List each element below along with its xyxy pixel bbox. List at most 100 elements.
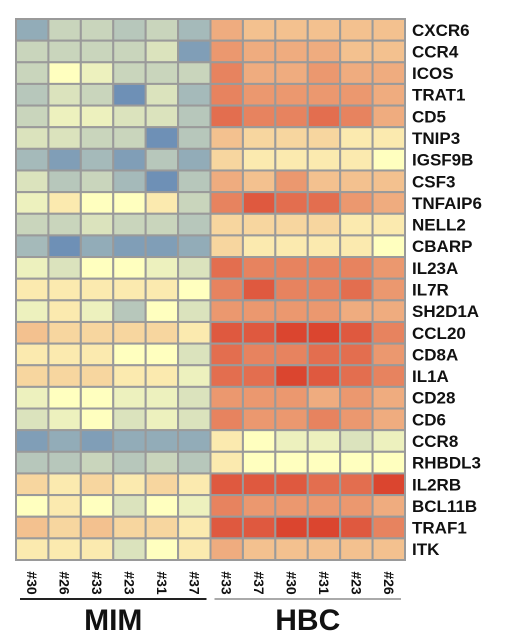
heatmap-cell-tnip3-4 [144, 126, 180, 150]
heatmap-cell-tnip3-7 [241, 126, 277, 150]
heatmap-cell-rhbdl3-1 [47, 450, 82, 475]
heatmap-cell-nell2-10 [339, 212, 374, 237]
heatmap-cell-nell2-1 [47, 212, 82, 237]
heatmap-cell-cd8a-6 [209, 342, 244, 367]
heatmap-cell-ccr8-8 [274, 429, 309, 453]
heatmap-cell-il2rb-7 [241, 472, 277, 497]
heatmap-cell-igsf9b-0 [15, 147, 50, 172]
row-label-cbarp: CBARP [412, 237, 472, 256]
heatmap-cell-il2rb-10 [339, 472, 374, 497]
heatmap-cell-ccl20-8 [274, 320, 309, 345]
heatmap-cell-tnfaip6-0 [15, 191, 50, 215]
heatmap-cell-il1a-7 [241, 364, 277, 388]
heatmap-cell-ccl20-2 [79, 320, 115, 345]
heatmap-cell-csf3-8 [274, 169, 309, 194]
heatmap-cell-cxcr6-0 [15, 18, 50, 42]
heatmap-cell-icos-10 [339, 61, 374, 85]
heatmap-cell-traf1-7 [241, 515, 277, 540]
heatmap-cell-trat1-9 [306, 82, 342, 107]
heatmap-cell-ccl20-9 [306, 320, 342, 345]
heatmap-cell-icos-11 [371, 61, 407, 85]
heatmap-cell-traf1-5 [177, 515, 212, 540]
heatmap-cell-trat1-3 [112, 82, 147, 107]
heatmap-cell-csf3-6 [209, 169, 244, 194]
heatmap-cell-trat1-10 [339, 82, 374, 107]
group-label-hbc: HBC [275, 604, 340, 637]
heatmap-cell-tnip3-9 [306, 126, 342, 150]
heatmap-cells [15, 18, 407, 561]
heatmap-cell-il1a-4 [144, 364, 180, 388]
heatmap-cell-itk-4 [144, 537, 180, 561]
heatmap-cell-cd6-7 [241, 407, 277, 432]
heatmap-cell-cd5-11 [371, 104, 407, 129]
heatmap-cell-tnip3-11 [371, 126, 407, 150]
column-label-1: #26 [57, 571, 73, 595]
row-label-il7r: IL7R [412, 281, 449, 300]
heatmap-cell-traf1-2 [79, 515, 115, 540]
heatmap-cell-il23a-7 [241, 256, 277, 280]
heatmap-cell-rhbdl3-4 [144, 450, 180, 475]
heatmap-cell-il7r-3 [112, 277, 147, 302]
heatmap-cell-tnip3-5 [177, 126, 212, 150]
heatmap-cell-nell2-3 [112, 212, 147, 237]
heatmap-cell-traf1-0 [15, 515, 50, 540]
heatmap-cell-cd5-1 [47, 104, 82, 129]
heatmap-cell-il7r-5 [177, 277, 212, 302]
heatmap-cell-traf1-6 [209, 515, 244, 540]
heatmap-cell-cd6-0 [15, 407, 50, 432]
heatmap-cell-cd5-0 [15, 104, 50, 129]
heatmap-cell-trat1-1 [47, 82, 82, 107]
heatmap-cell-icos-3 [112, 61, 147, 85]
heatmap-cell-ccr4-10 [339, 39, 374, 64]
row-label-ccr4: CCR4 [412, 42, 459, 61]
heatmap-cell-cd8a-2 [79, 342, 115, 367]
heatmap-cell-cd5-9 [306, 104, 342, 129]
heatmap-cell-csf3-7 [241, 169, 277, 194]
heatmap-cell-il2rb-1 [47, 472, 82, 497]
heatmap-cell-nell2-11 [371, 212, 407, 237]
heatmap-cell-cd6-2 [79, 407, 115, 432]
heatmap-cell-il1a-10 [339, 364, 374, 388]
heatmap-cell-cbarp-2 [79, 234, 115, 259]
heatmap-cell-cd5-2 [79, 104, 115, 129]
heatmap-cell-cxcr6-1 [47, 18, 82, 42]
heatmap-cell-bcl11b-5 [177, 494, 212, 518]
heatmap-cell-nell2-5 [177, 212, 212, 237]
column-label-6: #33 [219, 571, 235, 595]
column-label-3: #23 [121, 571, 137, 595]
heatmap-cell-il2rb-4 [144, 472, 180, 497]
heatmap-cell-itk-6 [209, 537, 244, 561]
heatmap-cell-icos-2 [79, 61, 115, 85]
heatmap-cell-il2rb-0 [15, 472, 50, 497]
heatmap-cell-bcl11b-1 [47, 494, 82, 518]
heatmap-cell-igsf9b-5 [177, 147, 212, 172]
heatmap-cell-cd8a-5 [177, 342, 212, 367]
heatmap-cell-bcl11b-3 [112, 494, 147, 518]
heatmap-cell-tnip3-8 [274, 126, 309, 150]
heatmap-cell-cd8a-4 [144, 342, 180, 367]
heatmap-cell-cd28-2 [79, 385, 115, 410]
heatmap-cell-ccr8-1 [47, 429, 82, 453]
row-label-icos: ICOS [412, 64, 454, 83]
heatmap-cell-trat1-7 [241, 82, 277, 107]
heatmap-cell-itk-1 [47, 537, 82, 561]
heatmap-cell-cxcr6-4 [144, 18, 180, 42]
heatmap-cell-bcl11b-10 [339, 494, 374, 518]
heatmap-cell-il2rb-5 [177, 472, 212, 497]
column-label-4: #31 [154, 571, 170, 595]
heatmap-cell-ccr4-1 [47, 39, 82, 64]
heatmap-cell-cd6-6 [209, 407, 244, 432]
heatmap-cell-il23a-5 [177, 256, 212, 280]
row-label-sh2d1a: SH2D1A [412, 302, 479, 321]
heatmap-cell-cxcr6-11 [371, 18, 407, 42]
heatmap-cell-cxcr6-8 [274, 18, 309, 42]
heatmap-cell-traf1-4 [144, 515, 180, 540]
heatmap-cell-ccr8-9 [306, 429, 342, 453]
row-label-cd28: CD28 [412, 389, 455, 408]
heatmap-cell-tnfaip6-7 [241, 191, 277, 215]
heatmap-cell-traf1-10 [339, 515, 374, 540]
heatmap-cell-tnfaip6-10 [339, 191, 374, 215]
heatmap-cell-trat1-6 [209, 82, 244, 107]
heatmap-cell-il1a-3 [112, 364, 147, 388]
heatmap-cell-bcl11b-2 [79, 494, 115, 518]
